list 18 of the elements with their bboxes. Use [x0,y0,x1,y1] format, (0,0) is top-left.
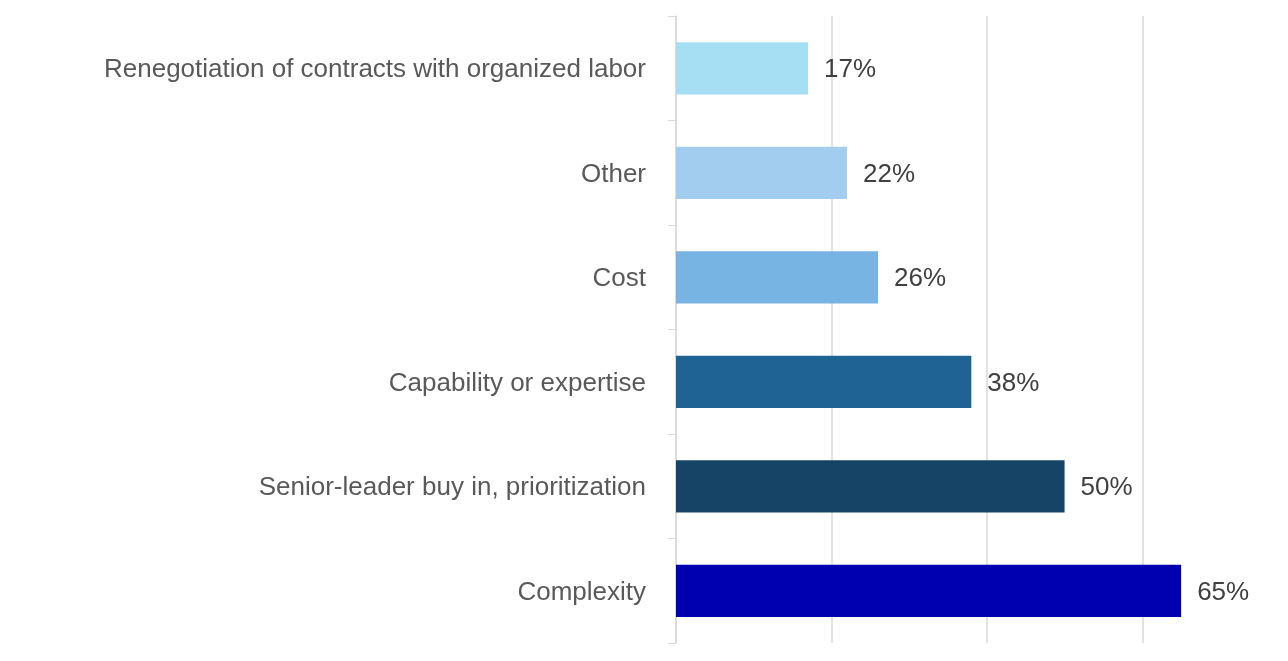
y-tick-label: Capability or expertise [388,366,646,397]
y-tick-label: Cost [592,262,647,293]
bar [676,146,847,199]
data-label: 38% [987,366,1040,397]
data-label: 50% [1080,471,1133,502]
bar [676,251,879,304]
data-label: 65% [1197,575,1250,606]
data-label: 17% [824,53,877,84]
data-label: 22% [862,157,916,188]
bar [676,42,809,95]
y-tick-label: Complexity [517,575,646,606]
bar [676,460,1065,513]
bar [676,355,972,408]
bar [676,564,1182,617]
y-tick-label: Other [580,157,647,188]
data-label: 26% [894,262,947,293]
y-tick-label: Renegotiation of contracts with organized labor [104,53,647,84]
y-tick-label: Senior-leader buy in, prioritization [258,471,646,502]
